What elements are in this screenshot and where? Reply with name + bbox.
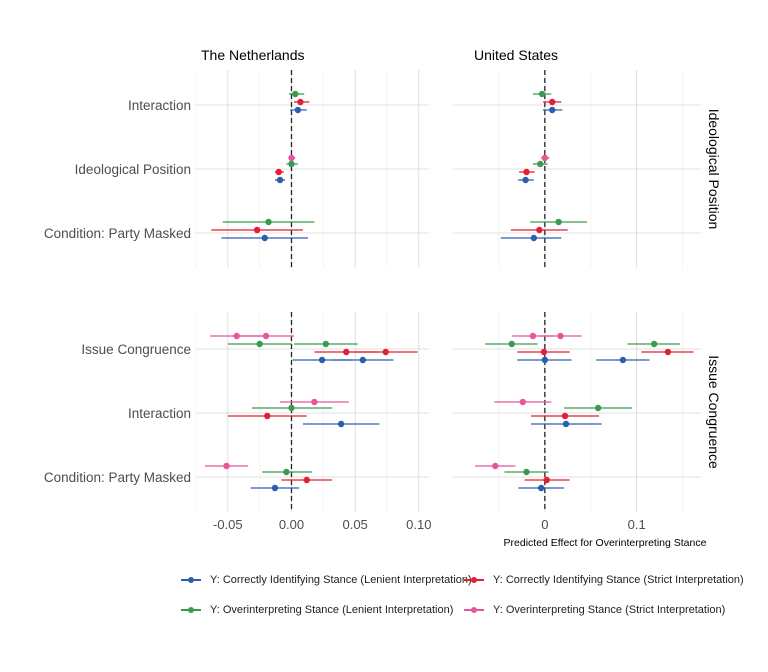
category-label: Ideological Position xyxy=(75,162,191,177)
x-tick-label: 0.05 xyxy=(342,517,367,532)
point-estimate xyxy=(537,484,545,492)
legend-label: Y: Overinterpreting Stance (Lenient Inte… xyxy=(210,604,454,616)
point-estimate xyxy=(541,154,549,162)
category-label: Condition: Party Masked xyxy=(44,470,191,485)
point-estimate xyxy=(311,398,318,406)
point-estimate xyxy=(276,176,284,184)
point-estimate xyxy=(562,420,570,428)
point-estimate xyxy=(537,160,544,168)
column-title: United States xyxy=(474,47,558,63)
x-tick-label: 0.1 xyxy=(628,517,646,532)
point-estimate xyxy=(594,404,602,412)
point-estimate xyxy=(523,168,530,176)
x-axis-label: Predicted Effect for Overinterpreting St… xyxy=(504,537,707,549)
point-estimate xyxy=(359,356,366,364)
legend-item: Y: Correctly Identifying Stance (Strict … xyxy=(463,574,744,586)
point-estimate xyxy=(275,168,282,176)
point-estimate xyxy=(619,356,627,364)
point-estimate xyxy=(522,176,529,184)
point-estimate xyxy=(256,340,263,348)
point-estimate xyxy=(283,468,290,476)
point-estimate xyxy=(536,226,543,234)
panel-issue-congruence-united-states xyxy=(453,312,701,512)
legend-item: Y: Correctly Identifying Stance (Lenient… xyxy=(180,574,472,586)
legend-label: Y: Overinterpreting Stance (Strict Inter… xyxy=(493,604,726,616)
point-estimate xyxy=(557,332,564,340)
point-estimate xyxy=(262,332,270,340)
point-estimate xyxy=(288,154,295,162)
point-estimate xyxy=(382,348,389,356)
point-estimate xyxy=(529,332,537,340)
point-estimate xyxy=(288,160,295,168)
row-strip-title: Ideological Position xyxy=(706,109,722,230)
point-estimate xyxy=(223,462,230,470)
column-title: The Netherlands xyxy=(201,47,305,63)
legend-label: Y: Correctly Identifying Stance (Strict … xyxy=(493,574,744,586)
point-estimate xyxy=(337,420,345,428)
point-estimate xyxy=(261,234,268,242)
point-estimate xyxy=(543,476,550,484)
panel-ideological-position-the-netherlands xyxy=(195,70,429,268)
legend-item: Y: Overinterpreting Stance (Lenient Inte… xyxy=(180,604,453,616)
point-estimate xyxy=(541,356,549,364)
x-tick-label: 0 xyxy=(541,517,548,532)
row-strip-title: Issue Congruence xyxy=(706,355,722,469)
point-estimate xyxy=(540,348,548,356)
point-estimate xyxy=(664,348,672,356)
point-estimate xyxy=(265,218,272,226)
point-estimate xyxy=(549,98,556,106)
point-estimate xyxy=(271,484,279,492)
point-estimate xyxy=(343,348,350,356)
point-estimate xyxy=(549,106,556,114)
x-tick-label: 0.10 xyxy=(406,517,431,532)
point-estimate xyxy=(318,356,326,364)
legend-item: Y: Overinterpreting Stance (Strict Inter… xyxy=(463,604,725,616)
point-estimate xyxy=(555,218,562,226)
category-label: Issue Congruence xyxy=(81,342,191,357)
point-estimate xyxy=(561,412,569,420)
point-estimate xyxy=(508,340,515,348)
point-estimate xyxy=(288,404,295,412)
category-label: Condition: Party Masked xyxy=(44,226,191,241)
point-estimate xyxy=(264,412,271,420)
point-estimate xyxy=(253,226,261,234)
category-label: Interaction xyxy=(128,406,191,421)
legend-key-icon xyxy=(180,605,202,615)
panel-issue-congruence-the-netherlands xyxy=(195,312,429,512)
legend-key-icon xyxy=(463,575,485,585)
legend: Y: Correctly Identifying Stance (Lenient… xyxy=(180,568,760,628)
point-estimate xyxy=(530,234,538,242)
legend-label: Y: Correctly Identifying Stance (Lenient… xyxy=(210,574,472,586)
point-estimate xyxy=(523,468,530,476)
point-estimate xyxy=(297,98,304,106)
point-estimate xyxy=(233,332,240,340)
point-estimate xyxy=(294,106,302,114)
legend-key-icon xyxy=(463,605,485,615)
point-estimate xyxy=(322,340,330,348)
category-label: Interaction xyxy=(128,98,191,113)
point-estimate xyxy=(492,462,499,470)
x-tick-label: 0.00 xyxy=(279,517,304,532)
x-tick-label: -0.05 xyxy=(213,517,243,532)
panel-ideological-position-united-states xyxy=(453,70,701,268)
legend-key-icon xyxy=(180,575,202,585)
point-estimate xyxy=(292,90,299,98)
point-estimate xyxy=(538,90,546,98)
point-estimate xyxy=(303,476,310,484)
point-estimate xyxy=(519,398,527,406)
point-estimate xyxy=(650,340,658,348)
